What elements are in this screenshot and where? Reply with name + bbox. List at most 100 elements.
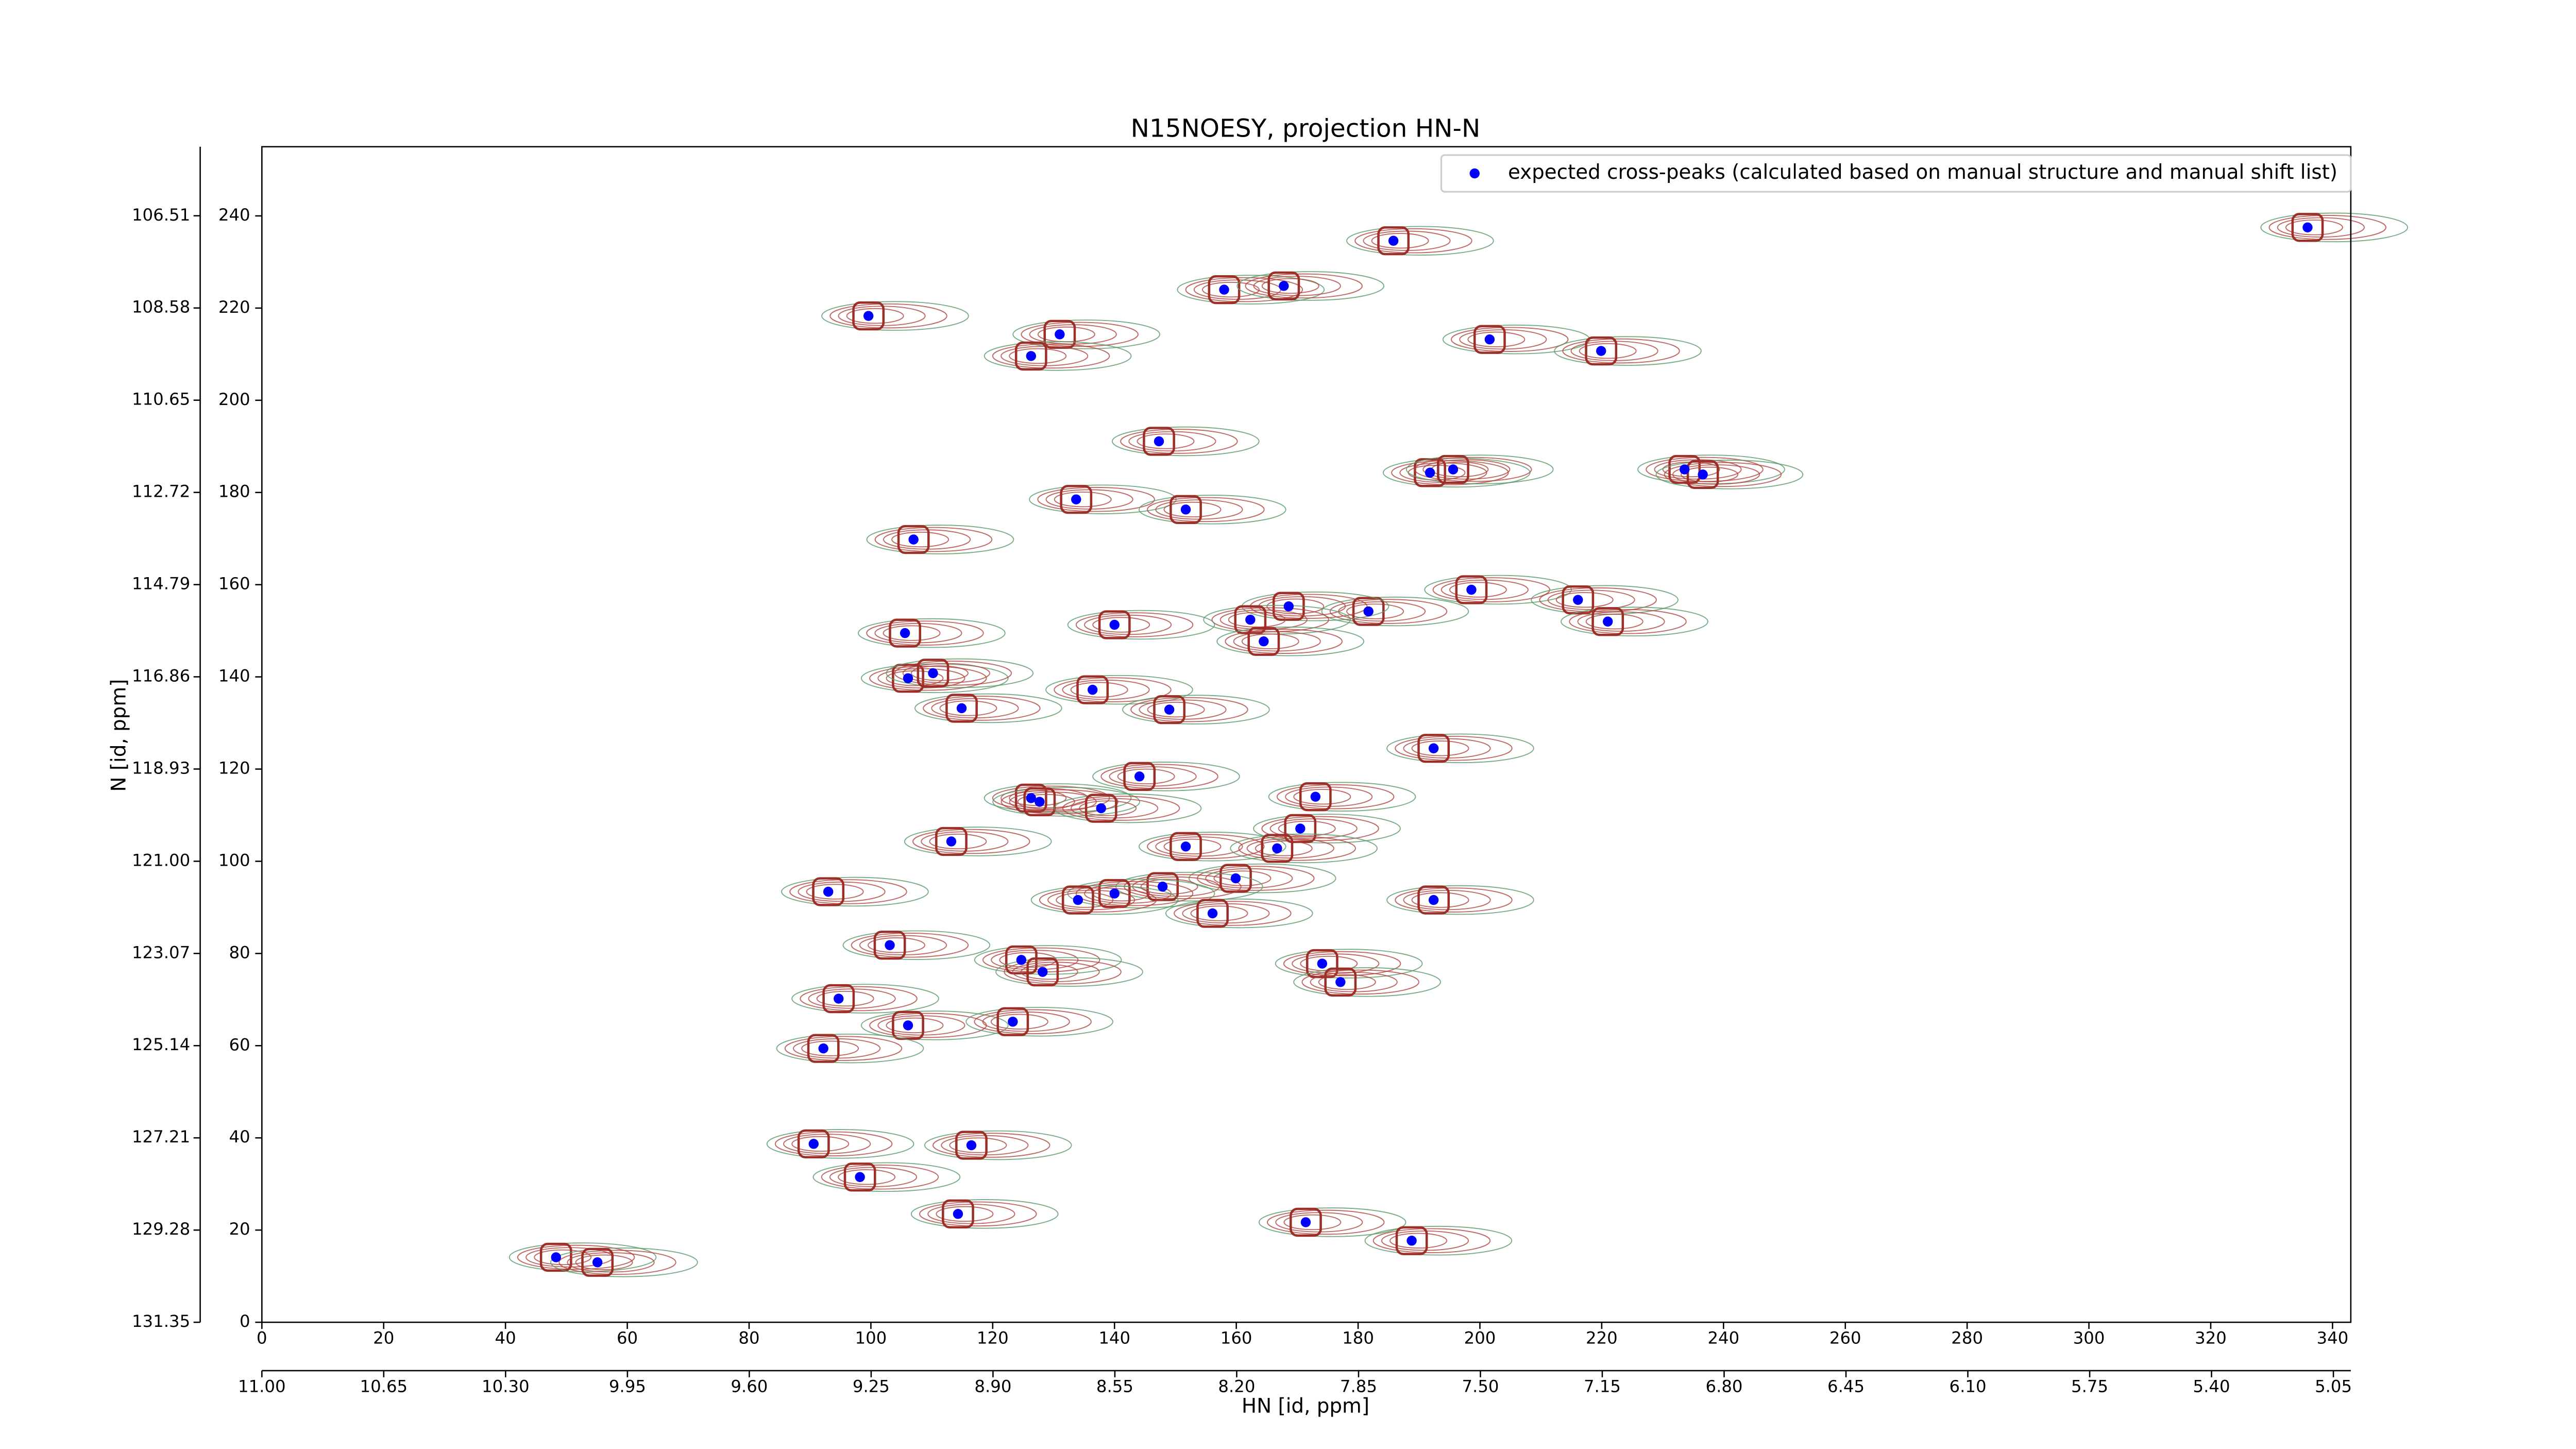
contour-core bbox=[1247, 627, 1280, 656]
contour-core bbox=[1324, 967, 1357, 997]
contour bbox=[974, 945, 1122, 975]
contour-core bbox=[1473, 325, 1506, 354]
contour bbox=[1386, 733, 1534, 764]
contour-core bbox=[889, 618, 921, 648]
contour bbox=[1009, 348, 1067, 364]
contour bbox=[1130, 697, 1248, 722]
contour-core bbox=[1014, 783, 1047, 813]
contour bbox=[1075, 881, 1194, 906]
contour-core bbox=[897, 525, 930, 554]
point bbox=[1109, 888, 1120, 899]
contour bbox=[1276, 784, 1395, 810]
x2-tick-label: 6.80 bbox=[1706, 1376, 1743, 1396]
y-tick-label: 120 bbox=[218, 759, 250, 778]
point bbox=[1363, 606, 1374, 617]
x-tick-label: 60 bbox=[617, 1328, 638, 1347]
contour bbox=[1092, 762, 1240, 791]
point bbox=[551, 1252, 561, 1262]
x2-tick-label: 5.75 bbox=[2071, 1376, 2108, 1396]
x-tick-label: 300 bbox=[2073, 1328, 2105, 1347]
contour bbox=[2260, 212, 2409, 243]
contour bbox=[1045, 675, 1193, 705]
point bbox=[966, 1140, 977, 1151]
contour bbox=[910, 1199, 1059, 1229]
x2-tick-label: 11.00 bbox=[238, 1376, 286, 1396]
contour bbox=[984, 341, 1132, 371]
contour bbox=[1411, 740, 1469, 756]
y2-tick-label: 121.00 bbox=[132, 850, 190, 870]
contour bbox=[1283, 1214, 1342, 1231]
legend: expected cross-peaks (calculated based o… bbox=[1440, 154, 2352, 193]
point bbox=[946, 836, 957, 847]
contour-core bbox=[1417, 885, 1450, 915]
contour bbox=[1278, 820, 1336, 837]
contour-core bbox=[812, 877, 845, 906]
point bbox=[1073, 895, 1083, 905]
point bbox=[900, 628, 910, 638]
contour bbox=[1190, 905, 1248, 921]
point bbox=[1428, 895, 1439, 905]
contour-core bbox=[581, 1248, 614, 1277]
contour bbox=[1386, 885, 1534, 915]
contour bbox=[965, 1006, 1113, 1037]
contour bbox=[1432, 577, 1551, 602]
x2-tick-label: 5.05 bbox=[2315, 1376, 2352, 1396]
point bbox=[1283, 601, 1294, 612]
contour-core bbox=[1562, 585, 1595, 615]
contour bbox=[1569, 609, 1687, 634]
y-tick-label: 20 bbox=[229, 1219, 250, 1239]
point bbox=[953, 1209, 963, 1219]
contour bbox=[919, 1201, 1037, 1227]
contour bbox=[1054, 793, 1202, 823]
contour bbox=[838, 1169, 896, 1185]
contour bbox=[1230, 833, 1378, 864]
contour-core bbox=[1170, 495, 1202, 524]
contour bbox=[1293, 788, 1351, 805]
contour bbox=[866, 620, 984, 646]
contour bbox=[1054, 677, 1172, 702]
contour-core bbox=[935, 827, 968, 856]
contour bbox=[842, 930, 991, 961]
point bbox=[885, 940, 895, 950]
point bbox=[1245, 614, 1256, 625]
point bbox=[1026, 351, 1036, 361]
plot-frame bbox=[261, 146, 2352, 1323]
x2-tick-label: 5.40 bbox=[2193, 1376, 2230, 1396]
point bbox=[823, 886, 834, 897]
contour bbox=[1037, 486, 1155, 512]
contours bbox=[509, 212, 2409, 1277]
x-tick-label: 0 bbox=[257, 1328, 267, 1347]
point bbox=[903, 1020, 913, 1031]
contour bbox=[1554, 336, 1702, 366]
contour bbox=[1300, 955, 1358, 972]
contour bbox=[1258, 1207, 1406, 1237]
point bbox=[1406, 1236, 1417, 1246]
contour bbox=[1111, 426, 1260, 457]
contour bbox=[1467, 331, 1526, 347]
contour bbox=[812, 1162, 961, 1192]
contour bbox=[791, 984, 939, 1014]
contour bbox=[874, 527, 993, 552]
point bbox=[1279, 281, 1289, 291]
x-tick-label: 40 bbox=[495, 1328, 516, 1347]
y-tick-label: 240 bbox=[218, 205, 250, 225]
point bbox=[1428, 743, 1439, 753]
contour bbox=[1174, 901, 1292, 926]
contour bbox=[1539, 587, 1657, 613]
contour bbox=[575, 1254, 633, 1270]
contour bbox=[1188, 863, 1336, 894]
contour bbox=[1177, 275, 1325, 305]
x-tick-label: 80 bbox=[738, 1328, 759, 1347]
contour-core bbox=[1417, 734, 1450, 763]
contour-core bbox=[1153, 695, 1186, 724]
point bbox=[1055, 329, 1065, 340]
contour-core bbox=[1084, 794, 1117, 823]
contour bbox=[923, 696, 1041, 721]
point bbox=[1071, 494, 1081, 504]
contour-core bbox=[1686, 460, 1719, 489]
x-tick-label: 20 bbox=[373, 1328, 394, 1347]
contour bbox=[1293, 967, 1441, 997]
contour-core bbox=[1123, 762, 1156, 791]
